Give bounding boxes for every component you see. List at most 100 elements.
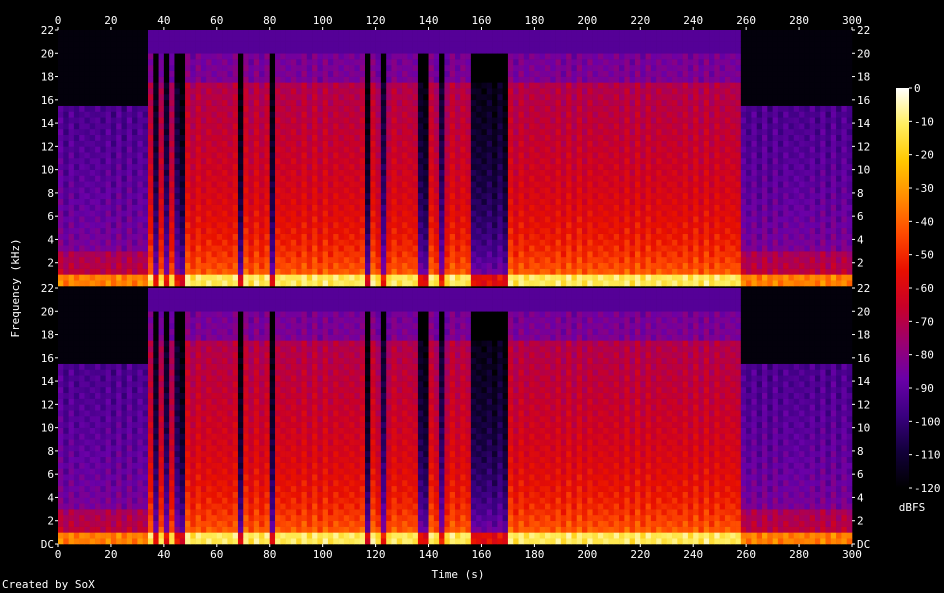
spectrogram-cell <box>95 268 101 275</box>
spectrogram-cell <box>275 94 281 101</box>
spectrogram-cell <box>206 47 212 54</box>
spectrogram-cell <box>439 128 445 136</box>
spectrogram-cell <box>365 70 371 77</box>
spectrogram-cell <box>195 227 202 234</box>
spectrogram-cell <box>338 204 345 211</box>
spectrogram-cell <box>640 175 646 182</box>
spectrogram-cell <box>407 262 413 269</box>
spectrogram-cell <box>613 82 620 89</box>
spectrogram-cell <box>227 111 233 118</box>
spectrogram-cell <box>634 262 641 269</box>
spectrogram-cell <box>470 123 477 130</box>
spectrogram-cell <box>460 30 466 37</box>
spectrogram-cell <box>68 64 75 72</box>
spectrogram-cell <box>460 105 466 112</box>
spectrogram-cell <box>243 152 249 159</box>
spectrogram-cell <box>365 198 371 205</box>
spectrogram-cell <box>582 233 588 240</box>
spectrogram-cell <box>370 227 376 234</box>
spectrogram-cell <box>529 233 535 240</box>
spectrogram-cell <box>603 268 609 275</box>
spectrogram-cell <box>248 88 255 95</box>
spectrogram-cell <box>333 117 339 124</box>
spectrogram-cell <box>63 187 69 194</box>
spectrogram-cell <box>79 256 85 264</box>
spectrogram-cell <box>502 216 509 223</box>
spectrogram-cell <box>68 105 75 112</box>
spectrogram-cell <box>449 94 456 101</box>
spectrogram-cell <box>576 76 583 83</box>
spectrogram-cell <box>89 152 96 159</box>
spectrogram-cell <box>327 158 334 165</box>
spectrogram-cell <box>634 123 641 130</box>
spectrogram-cell <box>603 198 609 205</box>
spectrogram-cell <box>444 198 450 205</box>
spectrogram-cell <box>195 268 202 275</box>
spectrogram-cell <box>275 146 281 153</box>
spectrogram-cell <box>349 204 355 211</box>
spectrogram-cell <box>338 280 345 287</box>
spectrogram-cell <box>624 181 630 188</box>
spectrogram-cell <box>137 64 143 72</box>
spectrogram-cell <box>227 105 233 112</box>
spectrogram-cell <box>513 280 519 287</box>
spectrogram-cell <box>550 222 556 229</box>
spectrogram-cell <box>455 163 461 170</box>
spectrogram-cell <box>116 233 122 240</box>
spectrogram-cell <box>423 163 429 170</box>
spectrogram-cell <box>555 268 562 275</box>
spectrogram-cell <box>412 268 419 275</box>
spectrogram-cell <box>534 210 540 217</box>
spectrogram-cell <box>603 82 609 89</box>
spectrogram-cell <box>433 274 440 281</box>
spectrogram-cell <box>582 274 588 281</box>
spectrogram-cell <box>301 76 308 83</box>
spectrogram-cell <box>359 140 366 147</box>
spectrogram-cell <box>84 158 91 165</box>
spectrogram-cell <box>386 64 392 72</box>
spectrogram-cell <box>608 210 615 217</box>
spectrogram-cell <box>237 30 244 37</box>
spectrogram-cell <box>550 140 556 147</box>
spectrogram-cell <box>502 134 509 141</box>
spectrogram-cell <box>200 105 207 112</box>
spectrogram-cell <box>110 41 117 48</box>
spectrogram-cell <box>169 76 175 83</box>
spectrogram-cell <box>619 70 625 77</box>
spectrogram-cell <box>153 140 159 147</box>
spectrogram-cell <box>465 239 472 246</box>
spectrogram-cell <box>497 274 503 281</box>
spectrogram-cell <box>237 140 244 147</box>
spectrogram-cell <box>79 210 85 217</box>
spectrogram-cell <box>285 146 292 153</box>
spectrogram-cell <box>375 227 382 234</box>
spectrogram-cell <box>116 47 122 54</box>
spectrogram-cell <box>275 280 281 287</box>
spectrogram-cell <box>296 82 302 89</box>
spectrogram-cell <box>227 280 233 287</box>
spectrogram-cell <box>206 123 212 130</box>
spectrogram-cell <box>275 128 281 136</box>
spectrogram-cell <box>275 245 281 252</box>
spectrogram-cell <box>460 128 466 136</box>
spectrogram-cell <box>110 140 117 147</box>
spectrogram-cell <box>222 82 228 89</box>
spectrogram-cell <box>465 128 472 136</box>
spectrogram-cell <box>237 111 244 118</box>
spectrogram-cell <box>560 146 567 153</box>
spectrogram-cell <box>571 99 578 106</box>
spectrogram-cell <box>322 99 329 106</box>
spectrogram-cell <box>444 82 450 89</box>
spectrogram-cell <box>407 233 413 240</box>
spectrogram-cell <box>253 262 260 269</box>
spectrogram-cell <box>110 35 117 42</box>
spectrogram-cell <box>380 163 387 170</box>
spectrogram-cell <box>624 268 630 275</box>
spectrogram-cell <box>343 158 350 165</box>
spectrogram-cell <box>470 53 477 60</box>
spectrogram-cell <box>190 88 196 95</box>
spectrogram-cell <box>95 146 101 153</box>
spectrogram-cell <box>200 111 207 118</box>
spectrogram-cell <box>132 94 138 101</box>
spectrogram-cell <box>296 216 302 223</box>
